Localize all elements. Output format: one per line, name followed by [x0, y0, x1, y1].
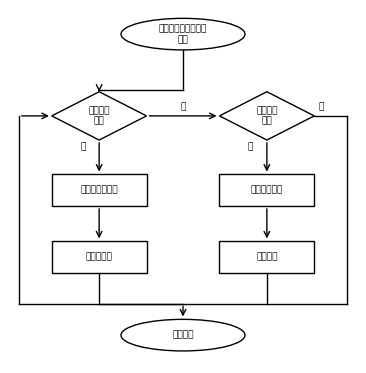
Text: 温度判断
结果: 温度判断 结果 — [89, 106, 110, 126]
Text: 取取一活白: 取取一活白 — [86, 253, 113, 261]
Text: 开始温度设定号: 开始温度设定号 — [80, 186, 118, 195]
Text: 初始参数生成温度及
下行: 初始参数生成温度及 下行 — [159, 25, 207, 44]
Text: 开始温度控制: 开始温度控制 — [251, 186, 283, 195]
Text: 温度判断
结果: 温度判断 结果 — [256, 106, 277, 126]
Text: 否: 否 — [319, 102, 324, 111]
Text: 完成任务: 完成任务 — [172, 330, 194, 340]
Text: 是: 是 — [248, 142, 253, 151]
Text: 是: 是 — [180, 102, 186, 111]
Text: 是: 是 — [80, 142, 85, 151]
Text: 接收完毕: 接收完毕 — [256, 253, 277, 261]
